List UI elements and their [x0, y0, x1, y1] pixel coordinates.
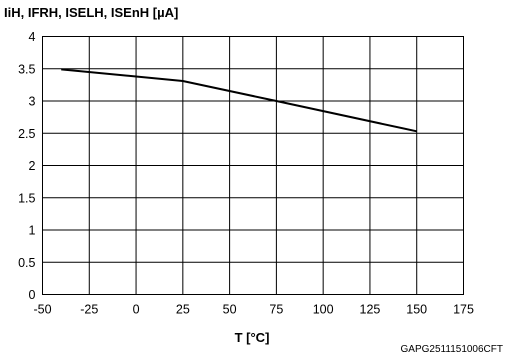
y-tick-label: 2 — [29, 159, 36, 173]
y-tick-label: 2.5 — [18, 127, 35, 141]
x-axis-title: T [°C] — [235, 330, 270, 345]
y-tick-label: 0 — [29, 288, 36, 302]
grid — [42, 36, 464, 295]
y-tick-label: 3 — [29, 95, 36, 109]
y-tick-label: 1.5 — [18, 191, 35, 205]
x-tick-label: 175 — [453, 303, 474, 317]
y-tick-label: 4 — [29, 30, 36, 44]
series-line — [61, 68, 417, 133]
x-tick-label: 50 — [223, 303, 237, 317]
x-tick-label: -25 — [80, 303, 98, 317]
x-tick-label: 25 — [176, 303, 190, 317]
y-tick-labels: 0 0.5 1 1.5 2 2.5 3 3.5 4 — [18, 30, 35, 302]
y-tick-label: 1 — [29, 224, 36, 238]
y-tick-label: 0.5 — [18, 256, 35, 270]
x-tick-labels: -50 -25 0 25 50 75 100 125 150 175 — [33, 303, 474, 317]
x-tick-label: 100 — [313, 303, 334, 317]
y-tick-label: 3.5 — [18, 62, 35, 76]
x-tick-label: -50 — [33, 303, 51, 317]
x-tick-label: 0 — [133, 303, 140, 317]
plot-frame — [42, 36, 464, 295]
series — [61, 68, 417, 133]
x-tick-label: 150 — [406, 303, 427, 317]
y-axis-title: IiH, IFRH, ISELH, ISEnH [µA] — [4, 5, 178, 20]
figure-code: GAPG2511151006CFT — [401, 344, 503, 355]
x-tick-label: 75 — [269, 303, 283, 317]
x-tick-label: 125 — [360, 303, 381, 317]
